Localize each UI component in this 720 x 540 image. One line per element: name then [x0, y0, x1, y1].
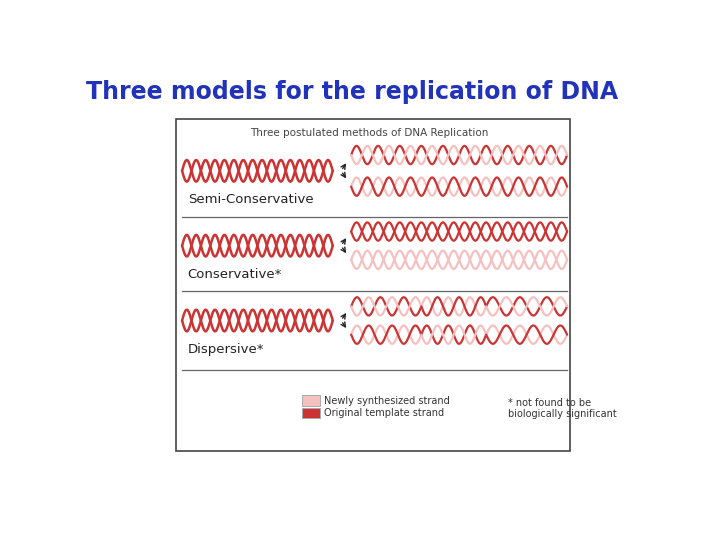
- Text: Semi-Conservative: Semi-Conservative: [188, 193, 313, 206]
- Bar: [176, 119, 570, 451]
- Bar: [302, 408, 320, 418]
- Text: Newly synthesized strand: Newly synthesized strand: [324, 396, 450, 406]
- Text: Three models for the replication of DNA: Three models for the replication of DNA: [86, 80, 618, 104]
- Text: Original template strand: Original template strand: [324, 408, 444, 418]
- Text: Conservative*: Conservative*: [188, 268, 282, 281]
- Bar: [302, 395, 320, 406]
- Text: Three postulated methods of DNA Replication: Three postulated methods of DNA Replicat…: [250, 129, 488, 138]
- Text: * not found to be
biologically significant: * not found to be biologically significa…: [508, 398, 617, 420]
- Text: Dispersive*: Dispersive*: [188, 343, 264, 356]
